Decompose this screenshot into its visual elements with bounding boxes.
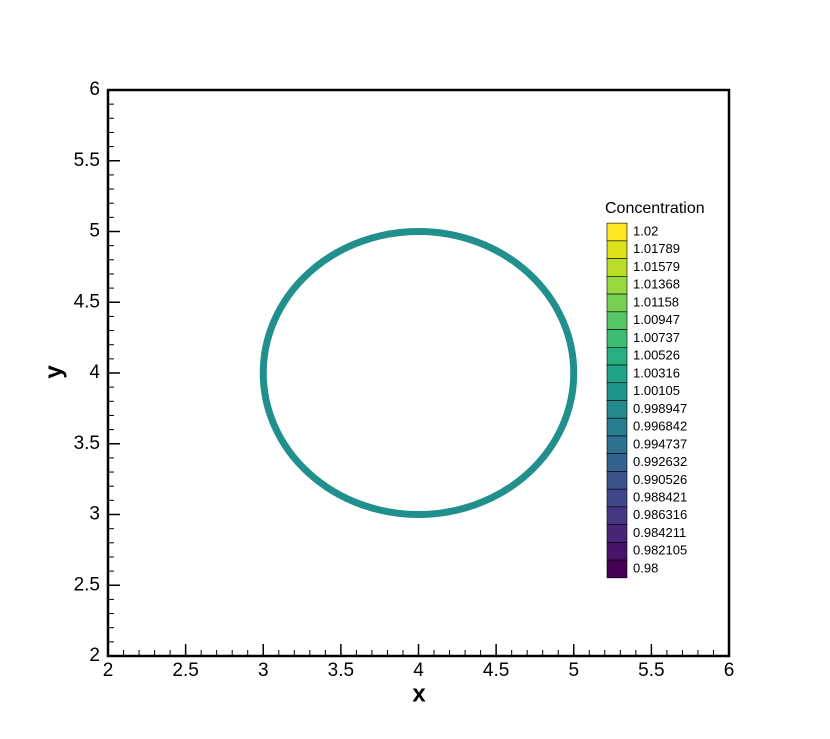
legend-swatch <box>606 311 628 330</box>
legend-swatch <box>606 222 628 242</box>
legend-label: 0.998947 <box>633 401 687 416</box>
legend-label: 0.992632 <box>633 454 687 469</box>
legend-swatch <box>606 417 628 437</box>
legend-swatch <box>606 346 628 366</box>
x-tick-label: 3.5 <box>328 660 354 681</box>
y-tick-label: 2 <box>89 645 100 666</box>
x-tick-label: 2.5 <box>172 660 198 681</box>
legend-label: 1.00947 <box>633 312 680 327</box>
legend-swatch <box>606 435 628 455</box>
y-tick-label: 2.5 <box>74 574 100 595</box>
legend-label: 1.00105 <box>633 383 680 398</box>
legend-label: 0.98 <box>633 560 658 575</box>
legend-label: 0.988421 <box>633 489 687 504</box>
y-tick-label: 6 <box>89 79 100 100</box>
legend-label: 1.00316 <box>633 365 680 380</box>
legend-label: 0.984211 <box>633 525 686 540</box>
legend-swatch <box>606 488 628 508</box>
contour-line <box>259 228 578 518</box>
y-tick-label: 5.5 <box>74 150 100 171</box>
y-tick-label: 4 <box>89 362 100 383</box>
x-axis-label: x <box>412 680 426 707</box>
y-tick-label: 3 <box>89 504 100 525</box>
legend-swatch <box>606 542 628 561</box>
plot-frame <box>106 88 731 658</box>
legend-label: 1.01789 <box>633 241 680 256</box>
legend-label: 1.01368 <box>633 277 680 292</box>
legend-swatch <box>606 258 628 277</box>
x-tick-label: 4 <box>413 660 424 681</box>
x-tick-label: 2 <box>103 660 114 681</box>
legend-label: 0.990526 <box>633 472 687 487</box>
y-axis-label: y <box>40 365 67 379</box>
legend-swatch <box>606 329 628 348</box>
x-tick-label: 5 <box>568 660 579 681</box>
legend-swatch <box>606 382 628 401</box>
y-tick-label: 3.5 <box>74 433 100 454</box>
legend-swatch <box>606 524 628 543</box>
legend-label: 1.01158 <box>633 294 679 309</box>
legend-swatch <box>606 364 628 384</box>
y-tick-label: 4.5 <box>74 291 100 312</box>
legend-label: 1.02 <box>633 223 658 238</box>
legend-swatch <box>606 276 628 295</box>
legend-label: 0.996842 <box>633 419 687 434</box>
legend-label: 1.01579 <box>633 259 680 274</box>
legend-swatch <box>606 400 628 419</box>
legend-label: 0.982105 <box>633 543 687 558</box>
legend-swatch <box>606 453 628 472</box>
legend-swatch <box>606 471 628 490</box>
x-tick-label: 3 <box>258 660 269 681</box>
y-tick-label: 5 <box>89 221 100 242</box>
x-tick-label: 4.5 <box>483 660 509 681</box>
legend-label: 1.00737 <box>633 330 680 345</box>
legend-swatch <box>606 240 628 259</box>
x-tick-label: 5.5 <box>638 660 664 681</box>
legend-label: 0.986316 <box>633 507 687 522</box>
legend-label: 1.00526 <box>633 348 680 363</box>
legend-label: 0.994737 <box>633 436 687 451</box>
x-tick-label: 6 <box>724 660 735 681</box>
legend-title: Concentration <box>605 200 705 217</box>
legend-swatch <box>606 293 628 313</box>
legend-swatch <box>606 559 628 579</box>
legend-swatch <box>606 506 628 525</box>
